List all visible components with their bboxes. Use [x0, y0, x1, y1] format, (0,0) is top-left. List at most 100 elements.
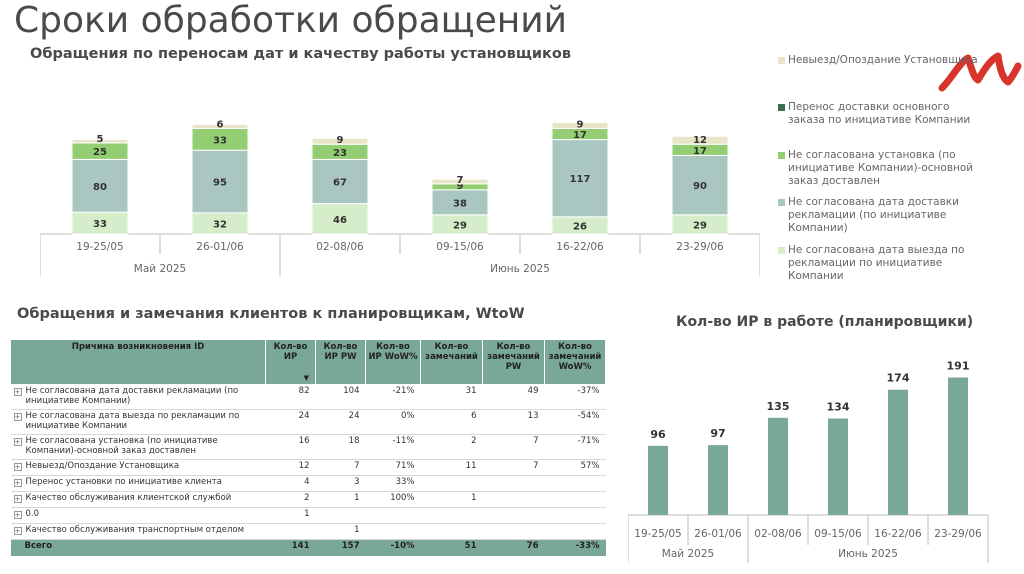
total-ir-wow: -10%: [365, 539, 421, 556]
table-row[interactable]: + Не согласована дата доставки рекламации…: [10, 384, 606, 410]
legend-label: Не согласована установка (по инициативе …: [788, 149, 974, 187]
bar-segment[interactable]: [191, 123, 249, 129]
cell-remarks: [420, 475, 483, 492]
data-label: 9: [457, 181, 464, 192]
bar-segment[interactable]: [311, 137, 369, 145]
cell-remarks-wow: [544, 491, 606, 508]
bar-segment[interactable]: [71, 139, 129, 144]
table-row[interactable]: +0.0 1: [10, 507, 606, 524]
x-tick-label: 16-22/06: [556, 241, 604, 253]
data-label: 46: [333, 215, 347, 226]
data-label: 80: [93, 182, 107, 193]
data-label: 174: [887, 372, 910, 385]
expand-row-icon[interactable]: +: [13, 495, 22, 503]
total-remarks: 51: [420, 539, 483, 556]
cell-ir-pw: 1: [315, 491, 366, 508]
cell-remarks-wow: -37%: [544, 384, 606, 410]
row-label-text: 0.0: [25, 509, 40, 519]
bar-segment[interactable]: [671, 135, 729, 145]
expand-row-icon[interactable]: +: [13, 463, 22, 471]
brand-logo-icon: [938, 52, 1022, 92]
x-tick-label: 09-15/06: [436, 241, 484, 253]
legend-item[interactable]: Не согласована дата выезда по рекламации…: [778, 244, 978, 283]
table-row[interactable]: + Невыезд/Опоздание Установщика 12 7 71% 11 7 5…: [10, 459, 606, 476]
legend-item[interactable]: Не согласована дата доставки рекламации …: [778, 196, 978, 235]
data-label: 7: [457, 175, 464, 186]
expand-row-icon[interactable]: +: [13, 438, 22, 446]
cell-ir-wow: 71%: [365, 459, 421, 476]
bar[interactable]: [648, 445, 668, 515]
cell-remarks-wow: [544, 475, 606, 492]
bar-segment[interactable]: [671, 154, 729, 216]
total-remarks-pw: 76: [482, 539, 545, 556]
total-ir: 141: [265, 539, 316, 556]
cell-remarks-wow: [544, 523, 606, 540]
data-label: 134: [827, 401, 850, 414]
cell-remarks-pw: 7: [482, 434, 545, 460]
table-row[interactable]: + Качество обслуживания клиентской службо…: [10, 491, 606, 508]
table-row[interactable]: + Перенос установки по инициативе клиента…: [10, 475, 606, 492]
cell-remarks-pw: 7: [482, 459, 545, 476]
sort-arrow-icon[interactable]: ▼: [303, 374, 309, 382]
complaints-table: Причина возникновения ID ▼ Кол-во ИР Кол-…: [10, 339, 606, 556]
data-label: 26: [573, 221, 587, 232]
data-label: 117: [570, 174, 591, 185]
data-label: 17: [693, 146, 707, 157]
table-row[interactable]: + Качество обслуживания транспортным отде…: [10, 523, 606, 540]
x-tick-label: 16-22/06: [874, 528, 922, 540]
total-remarks-wow: -33%: [544, 539, 606, 556]
legend-item[interactable]: Невыезд/Опоздание Установщика: [778, 54, 978, 67]
total-ir-pw: 157: [315, 539, 366, 556]
cell-ir-pw: 3: [315, 475, 366, 492]
row-label: + Не согласована дата выезда по рекламаци…: [10, 409, 266, 435]
cell-ir: [265, 523, 316, 540]
cell-ir: 2: [265, 491, 316, 508]
bar[interactable]: [948, 377, 968, 515]
bar-segment[interactable]: [191, 149, 249, 214]
expand-row-icon[interactable]: +: [13, 479, 22, 487]
legend-swatch: [778, 57, 785, 64]
bar[interactable]: [888, 389, 908, 515]
bar-segment[interactable]: [71, 158, 129, 213]
header-reason[interactable]: Причина возникновения ID ▼: [10, 339, 309, 385]
cell-ir: 4: [265, 475, 316, 492]
bar-segment[interactable]: [551, 139, 609, 218]
data-label: 17: [573, 130, 587, 141]
expand-row-icon[interactable]: +: [13, 511, 22, 519]
table-row[interactable]: + Не согласована установка (по инициативе…: [10, 434, 606, 460]
cell-remarks: 6: [420, 409, 483, 435]
x-tick-label: 02-08/06: [316, 241, 364, 253]
bar-segment[interactable]: [551, 121, 609, 129]
bar-segment[interactable]: [311, 158, 369, 205]
cell-ir-pw: [315, 507, 366, 524]
bar[interactable]: [768, 417, 788, 515]
cell-ir-pw: 1: [315, 523, 366, 540]
bar[interactable]: [828, 418, 848, 515]
header-remarks-wow: Кол-во замечаний WoW%: [544, 339, 606, 385]
data-label: 29: [453, 220, 467, 231]
bar[interactable]: [708, 445, 728, 515]
x-tick-label: 19-25/05: [634, 528, 681, 540]
bar-chart-subtitle: Кол-во ИР в работе (планировщики): [676, 314, 974, 330]
cell-remarks-wow: 57%: [544, 459, 606, 476]
data-label: 95: [213, 178, 227, 189]
bar-segment[interactable]: [431, 178, 489, 185]
legend-item[interactable]: Перенос доставки основного заказа по ини…: [778, 101, 978, 127]
legend-item[interactable]: Не согласована установка (по инициативе …: [778, 149, 978, 188]
total-label: Всего: [10, 539, 266, 556]
cell-remarks-pw: [482, 523, 545, 540]
legend-swatch: [778, 247, 785, 254]
cell-ir: 24: [265, 409, 316, 435]
legend-label: Невыезд/Опоздание Установщика: [788, 54, 978, 66]
cell-ir-pw: 7: [315, 459, 366, 476]
data-label: 25: [93, 147, 107, 158]
header-remarks-pw: Кол-во замечаний PW: [482, 339, 545, 385]
row-label-text: Не согласована дата доставки рекламации …: [25, 386, 239, 406]
cell-ir-wow: -21%: [365, 384, 421, 410]
bar-segment[interactable]: [311, 203, 369, 235]
expand-row-icon[interactable]: +: [13, 388, 22, 396]
table-row[interactable]: + Не согласована дата выезда по рекламаци…: [10, 409, 606, 435]
data-label: 9: [337, 135, 344, 146]
expand-row-icon[interactable]: +: [13, 527, 22, 535]
expand-row-icon[interactable]: +: [13, 413, 22, 421]
